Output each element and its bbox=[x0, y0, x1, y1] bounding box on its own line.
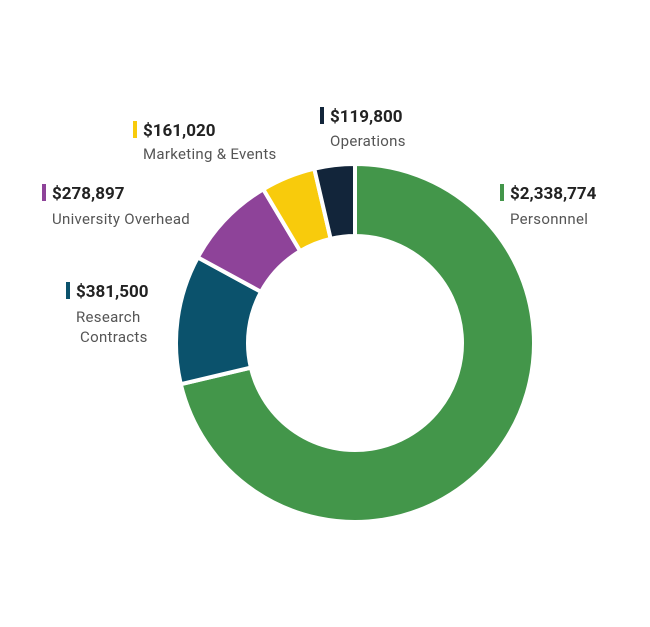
value-label: $278,897 bbox=[52, 184, 125, 204]
value-label: $381,500 bbox=[76, 282, 148, 302]
category-label: Personnnel bbox=[510, 210, 588, 228]
legend-marker bbox=[500, 184, 504, 201]
donut-slice bbox=[178, 161, 536, 524]
legend-marker bbox=[66, 282, 70, 299]
category-label: Research Contracts bbox=[76, 308, 148, 346]
value-label: $161,020 bbox=[143, 121, 215, 141]
category-label: Operations bbox=[330, 132, 406, 150]
legend-marker bbox=[42, 184, 46, 201]
legend-marker bbox=[133, 121, 137, 138]
value-label: $119,800 bbox=[330, 107, 402, 127]
donut-slice bbox=[311, 161, 357, 242]
legend-marker bbox=[320, 107, 324, 124]
category-label: Marketing & Events bbox=[143, 145, 277, 163]
category-label: University Overhead bbox=[52, 210, 190, 228]
value-label: $2,338,774 bbox=[510, 184, 597, 204]
